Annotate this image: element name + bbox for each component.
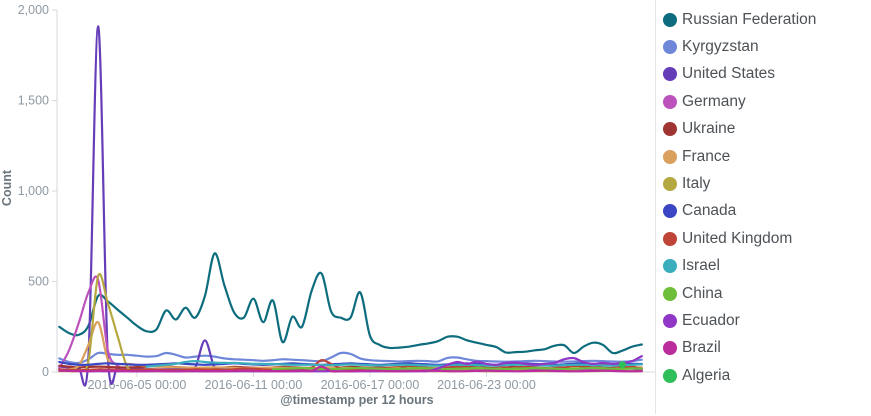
legend-item-ecuador[interactable]: Ecuador (656, 307, 871, 334)
legend-item-ukraine[interactable]: Ukraine (656, 116, 871, 143)
y-tick-label: 0 (42, 365, 49, 379)
legend-item-russian-federation[interactable]: Russian Federation (656, 6, 871, 33)
legend-label: Ukraine (682, 120, 736, 138)
legend-item-germany[interactable]: Germany (656, 88, 871, 115)
series-line-russian-federation[interactable] (58, 252, 643, 355)
legend-item-canada[interactable]: Canada (656, 198, 871, 225)
legend-item-united-kingdom[interactable]: United Kingdom (656, 225, 871, 252)
series-line-israel[interactable] (145, 360, 643, 368)
legend-swatch-icon (663, 94, 677, 109)
legend-item-united-states[interactable]: United States (656, 61, 871, 88)
legend-item-israel[interactable]: Israel (656, 253, 871, 280)
axis-lines (56, 10, 655, 373)
legend-swatch-icon (663, 259, 677, 274)
legend-label: Algeria (682, 366, 731, 384)
series-line-brazil[interactable] (58, 365, 643, 373)
legend-item-italy[interactable]: Italy (656, 170, 871, 197)
legend-swatch-icon (663, 67, 677, 82)
legend-swatch-icon (663, 177, 677, 192)
legend-swatch-icon (663, 368, 677, 383)
legend: Russian Federation Kyrgyzstan United State… (655, 0, 871, 414)
legend-swatch-icon (663, 12, 677, 27)
x-axis-title: @timestamp per 12 hours (280, 393, 434, 407)
legend-item-brazil[interactable]: Brazil (656, 335, 871, 362)
x-tick-label: 2016-06-11 00:00 (205, 378, 303, 392)
legend-label: China (682, 284, 723, 302)
x-tick-label: 2016-06-17 00:00 (321, 378, 420, 392)
chart-canvas[interactable]: 0 500 1,000 1,500 2,000 2016-06-05 00:00 2016-… (0, 0, 655, 416)
legend-item-france[interactable]: France (656, 143, 871, 170)
legend-swatch-icon (663, 40, 677, 55)
legend-swatch-icon (663, 204, 677, 219)
series-point-algeria[interactable] (618, 361, 626, 369)
legend-item-china[interactable]: China (656, 280, 871, 307)
legend-label: United Kingdom (682, 229, 793, 247)
legend-label: Germany (682, 92, 746, 110)
legend-label: Russian Federation (682, 10, 817, 28)
legend-label: Brazil (682, 339, 721, 357)
legend-item-algeria[interactable]: Algeria (656, 362, 871, 389)
y-tick-label: 2,000 (18, 3, 49, 17)
legend-label: Kyrgyzstan (682, 38, 759, 56)
x-tick-label: 2016-06-23 00:00 (437, 378, 536, 392)
chart-region: 0 500 1,000 1,500 2,000 2016-06-05 00:00 2016-… (0, 0, 655, 416)
legend-label: Italy (682, 175, 711, 193)
y-tick-label: 500 (28, 275, 49, 289)
y-tick-label: 1,000 (18, 184, 49, 198)
legend-swatch-icon (663, 231, 677, 246)
legend-label: United States (682, 65, 776, 83)
legend-label: Ecuador (682, 311, 740, 329)
legend-item-kyrgyzstan[interactable]: Kyrgyzstan (656, 33, 871, 60)
legend-label: France (682, 147, 731, 165)
legend-swatch-icon (663, 341, 677, 356)
legend-swatch-icon (663, 286, 677, 301)
y-tick-label: 1,500 (18, 94, 49, 108)
legend-label: Canada (682, 202, 737, 220)
series-line-china[interactable] (271, 366, 643, 371)
legend-swatch-icon (663, 149, 677, 164)
legend-label: Israel (682, 257, 720, 275)
legend-swatch-icon (663, 313, 677, 328)
legend-swatch-icon (663, 122, 677, 137)
series-line-kyrgyzstan[interactable] (58, 351, 643, 365)
x-tick-label: 2016-06-05 00:00 (88, 378, 187, 392)
